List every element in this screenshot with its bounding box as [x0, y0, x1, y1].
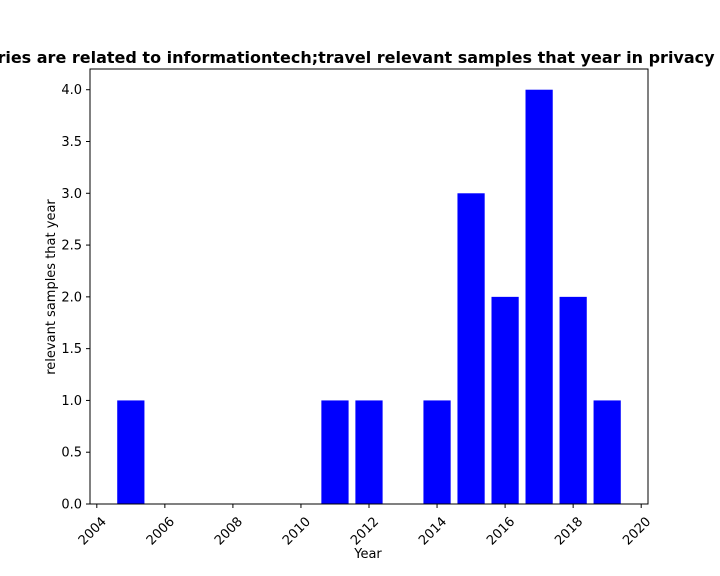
x-tick-label: 2012: [348, 514, 382, 548]
x-tick-label: 2014: [416, 514, 450, 548]
chart-title: ries are related to informationtech;trav…: [0, 48, 715, 67]
y-tick-label: 2.5: [61, 239, 82, 254]
x-tick-label: 2016: [484, 514, 518, 548]
x-tick-label: 2004: [76, 514, 110, 548]
bar-2011: [321, 400, 349, 504]
y-tick-label: 2.0: [61, 290, 82, 305]
bar-2017: [525, 89, 553, 505]
y-tick-label: 1.5: [61, 342, 82, 357]
y-axis: 0.0 0.5 1.0 1.5 2.0 2.5 3.0 3.5 4.0: [61, 83, 90, 513]
x-tick-label: 2018: [552, 514, 586, 548]
x-tick-label: 2008: [212, 514, 246, 548]
y-axis-label: relevant samples that year: [44, 199, 59, 375]
y-tick-label: 4.0: [61, 83, 82, 98]
x-tick-label: 2020: [620, 514, 654, 548]
bar-2012: [355, 400, 383, 504]
y-tick-label: 3.0: [61, 187, 82, 202]
bar-2005: [117, 400, 145, 504]
bars: [117, 89, 621, 505]
x-axis-label: Year: [353, 547, 382, 562]
bar-2015: [457, 193, 485, 505]
y-tick-label: 3.5: [61, 135, 82, 150]
y-tick-label: 0.0: [61, 498, 82, 513]
x-axis: 2004 2006 2008 2010 2012 2014 2016 2018 2020: [76, 504, 654, 548]
bar-2018: [559, 296, 587, 504]
x-tick-label: 2010: [280, 514, 314, 548]
bar-2019: [593, 400, 621, 504]
y-tick-label: 1.0: [61, 394, 82, 409]
bar-2016: [491, 296, 519, 504]
x-tick-label: 2006: [144, 514, 178, 548]
bar-2014: [423, 400, 451, 504]
y-tick-label: 0.5: [61, 446, 82, 461]
